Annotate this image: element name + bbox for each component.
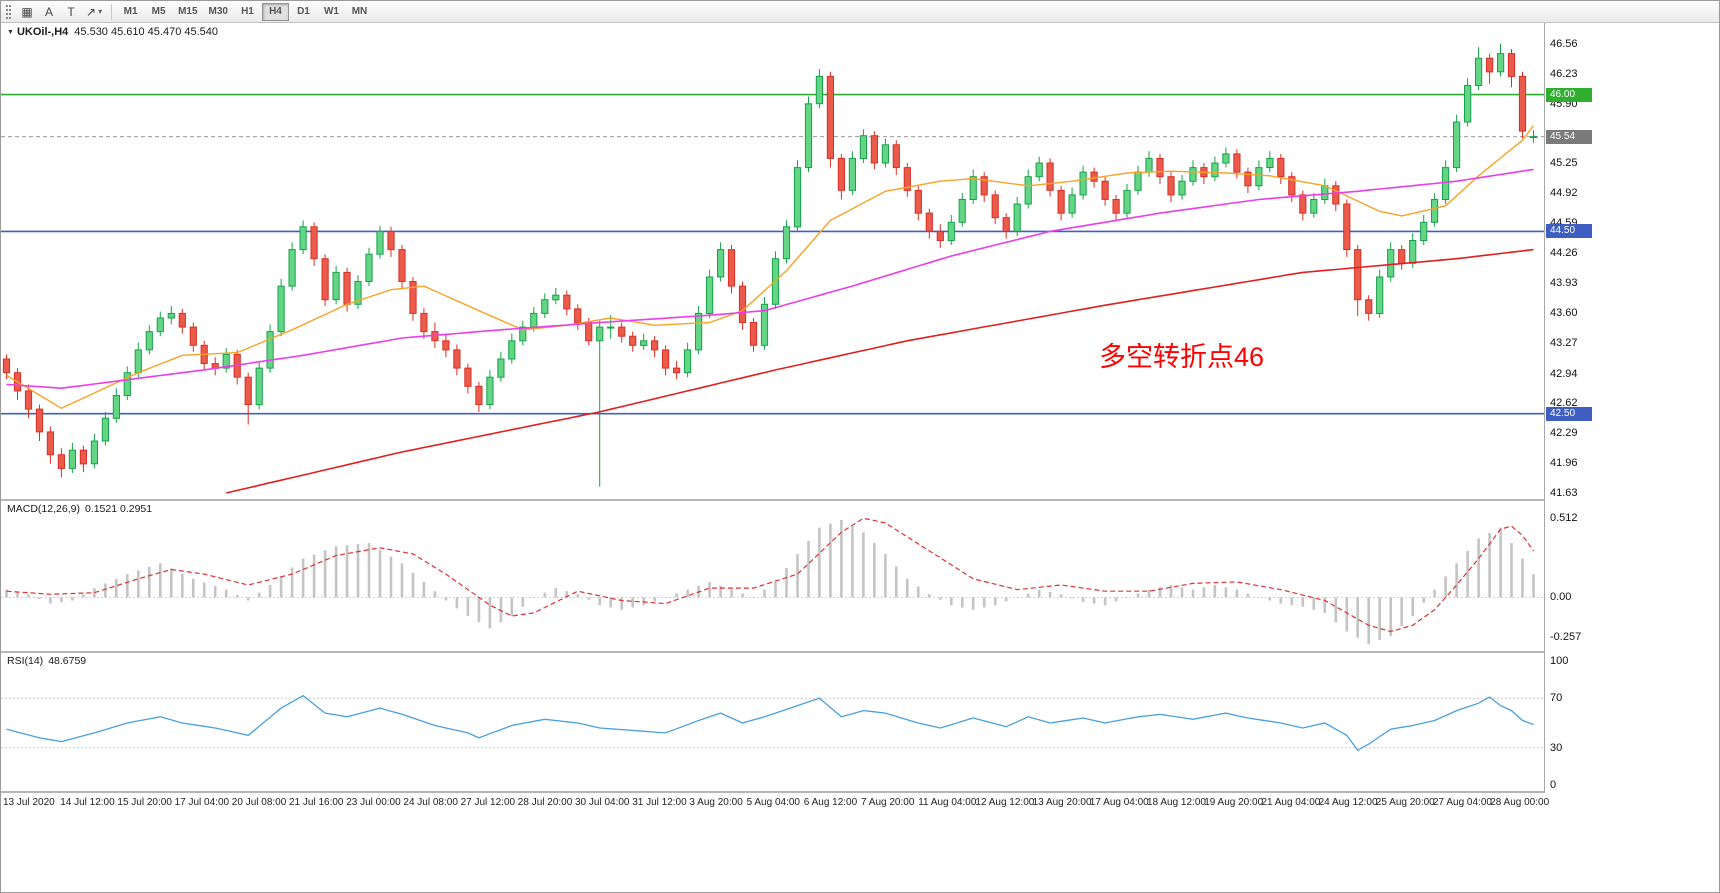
time-label: 24 Aug 12:00 <box>1318 797 1378 808</box>
chart-toolbar: ▦ A T ↗ ▾ M1 M5 M15 M30 H1 H4 D1 W1 MN <box>1 1 1719 23</box>
macd-tick: 0.512 <box>1550 511 1578 524</box>
time-label: 14 Jul 12:00 <box>60 797 115 808</box>
price-axis[interactable]: 46.56 46.23 45.90 45.25 44.92 44.59 44.26 43.93… <box>1544 23 1719 793</box>
macd-tick: 0.00 <box>1550 591 1572 604</box>
price-tick: 42.29 <box>1550 426 1578 439</box>
price-badge: 46.00 <box>1546 87 1592 102</box>
timeframe-button-h1[interactable]: H1 <box>234 3 261 21</box>
price-tick: 43.60 <box>1550 307 1578 320</box>
time-label: 7 Aug 20:00 <box>861 797 915 808</box>
price-tick: 42.94 <box>1550 367 1578 380</box>
trendline-icon: ↗ <box>86 4 97 19</box>
price-tick: 46.23 <box>1550 67 1578 80</box>
time-label: 28 Aug 00:00 <box>1490 797 1550 808</box>
price-tick: 44.92 <box>1550 187 1578 200</box>
price-tick: 41.96 <box>1550 456 1578 469</box>
macd-chart[interactable] <box>1 501 1544 651</box>
time-label: 18 Aug 12:00 <box>1147 797 1206 808</box>
time-label: 23 Jul 00:00 <box>346 797 401 808</box>
time-label: 11 Aug 04:00 <box>918 797 977 808</box>
chart-workspace: ▼ UKOil-,H4 45.530 45.610 45.470 45.540 多空… <box>1 23 1719 892</box>
text-tool-button[interactable]: A <box>38 2 60 22</box>
label-tool-icon: T <box>67 4 75 19</box>
time-label: 20 Jul 08:00 <box>231 797 287 808</box>
time-label: 25 Aug 20:00 <box>1375 797 1435 808</box>
timeframe-button-m5[interactable]: M5 <box>145 3 172 21</box>
time-label: 15 Jul 20:00 <box>117 797 172 808</box>
toolbar-drag-handle[interactable] <box>6 4 11 19</box>
time-label: 17 Aug 04:00 <box>1089 797 1149 808</box>
rsi-chart[interactable] <box>1 653 1544 791</box>
time-label: 21 Jul 16:00 <box>289 797 344 808</box>
line-studies-button[interactable]: ↗ ▾ <box>82 2 106 22</box>
time-label: 17 Jul 04:00 <box>174 797 230 808</box>
macd-tick: -0.257 <box>1550 631 1582 644</box>
time-label: 27 Aug 04:00 <box>1433 797 1492 808</box>
timeframe-button-d1[interactable]: D1 <box>290 3 317 21</box>
timeframe-button-m30[interactable]: M30 <box>204 3 233 21</box>
timeframe-button-m15[interactable]: M15 <box>173 3 202 21</box>
price-tick: 43.93 <box>1550 277 1578 290</box>
time-label: 13 Jul 2020 <box>3 797 55 808</box>
rsi-tick: 100 <box>1550 655 1569 667</box>
timeframe-button-w1[interactable]: W1 <box>318 3 345 21</box>
timeframe-group: M1 M5 M15 M30 H1 H4 D1 W1 MN <box>117 2 373 21</box>
time-label: 31 Jul 12:00 <box>632 797 687 808</box>
rsi-pane[interactable]: RSI(14) 48.6759 <box>1 653 1544 791</box>
time-label: 28 Jul 20:00 <box>517 797 573 808</box>
label-tool-button[interactable]: T <box>60 2 82 22</box>
rsi-tick: 30 <box>1550 741 1563 754</box>
timeframe-button-m1[interactable]: M1 <box>117 3 144 21</box>
time-label: 5 Aug 04:00 <box>746 797 800 808</box>
price-tick: 41.63 <box>1550 487 1578 499</box>
rsi-tick: 0 <box>1550 779 1557 791</box>
chart-text-annotation[interactable]: 多空转折点46 <box>1099 342 1265 372</box>
timeframe-button-h4[interactable]: H4 <box>261 2 289 21</box>
text-tool-icon: A <box>44 4 53 19</box>
price-tick: 43.27 <box>1550 337 1578 350</box>
pane-separator[interactable] <box>1 651 1719 653</box>
toolbar-separator <box>111 3 113 20</box>
dropdown-caret-icon: ▾ <box>98 7 103 16</box>
time-label: 3 Aug 20:00 <box>689 797 743 808</box>
time-label: 27 Jul 12:00 <box>460 797 516 808</box>
price-tick: 44.26 <box>1550 247 1578 260</box>
time-axis[interactable]: 13 Jul 2020 14 Jul 12:00 15 Jul 20:00 17 Ju… <box>1 793 1719 815</box>
price-tick: 46.56 <box>1550 37 1578 50</box>
main-chart-pane[interactable]: ▼ UKOil-,H4 45.530 45.610 45.470 45.540 多空… <box>1 23 1544 499</box>
time-label: 24 Jul 08:00 <box>403 797 458 808</box>
timeframe-button-mn[interactable]: MN <box>346 3 373 21</box>
time-label: 13 Aug 20:00 <box>1032 797 1092 808</box>
grid-tool-button[interactable]: ▦ <box>16 2 38 22</box>
time-label: 30 Jul 04:00 <box>575 797 630 808</box>
price-badge: 45.54 <box>1546 129 1592 144</box>
price-tick: 45.25 <box>1550 157 1578 169</box>
pane-separator[interactable] <box>1 791 1719 793</box>
price-tick: 42.62 <box>1550 396 1578 409</box>
time-label: 21 Aug 04:00 <box>1261 797 1321 808</box>
pane-separator[interactable] <box>1 499 1719 501</box>
time-label: 12 Aug 12:00 <box>975 797 1035 808</box>
price-badge: 44.50 <box>1546 224 1592 239</box>
candlestick-chart[interactable] <box>1 23 1544 499</box>
time-label: 6 Aug 12:00 <box>803 797 858 808</box>
grid-icon: ▦ <box>21 4 33 19</box>
rsi-tick: 70 <box>1550 692 1563 705</box>
price-badge: 42.50 <box>1546 406 1592 421</box>
macd-pane[interactable]: MACD(12,26,9) 0.1521 0.2951 <box>1 501 1544 651</box>
time-label: 19 Aug 20:00 <box>1204 797 1264 808</box>
